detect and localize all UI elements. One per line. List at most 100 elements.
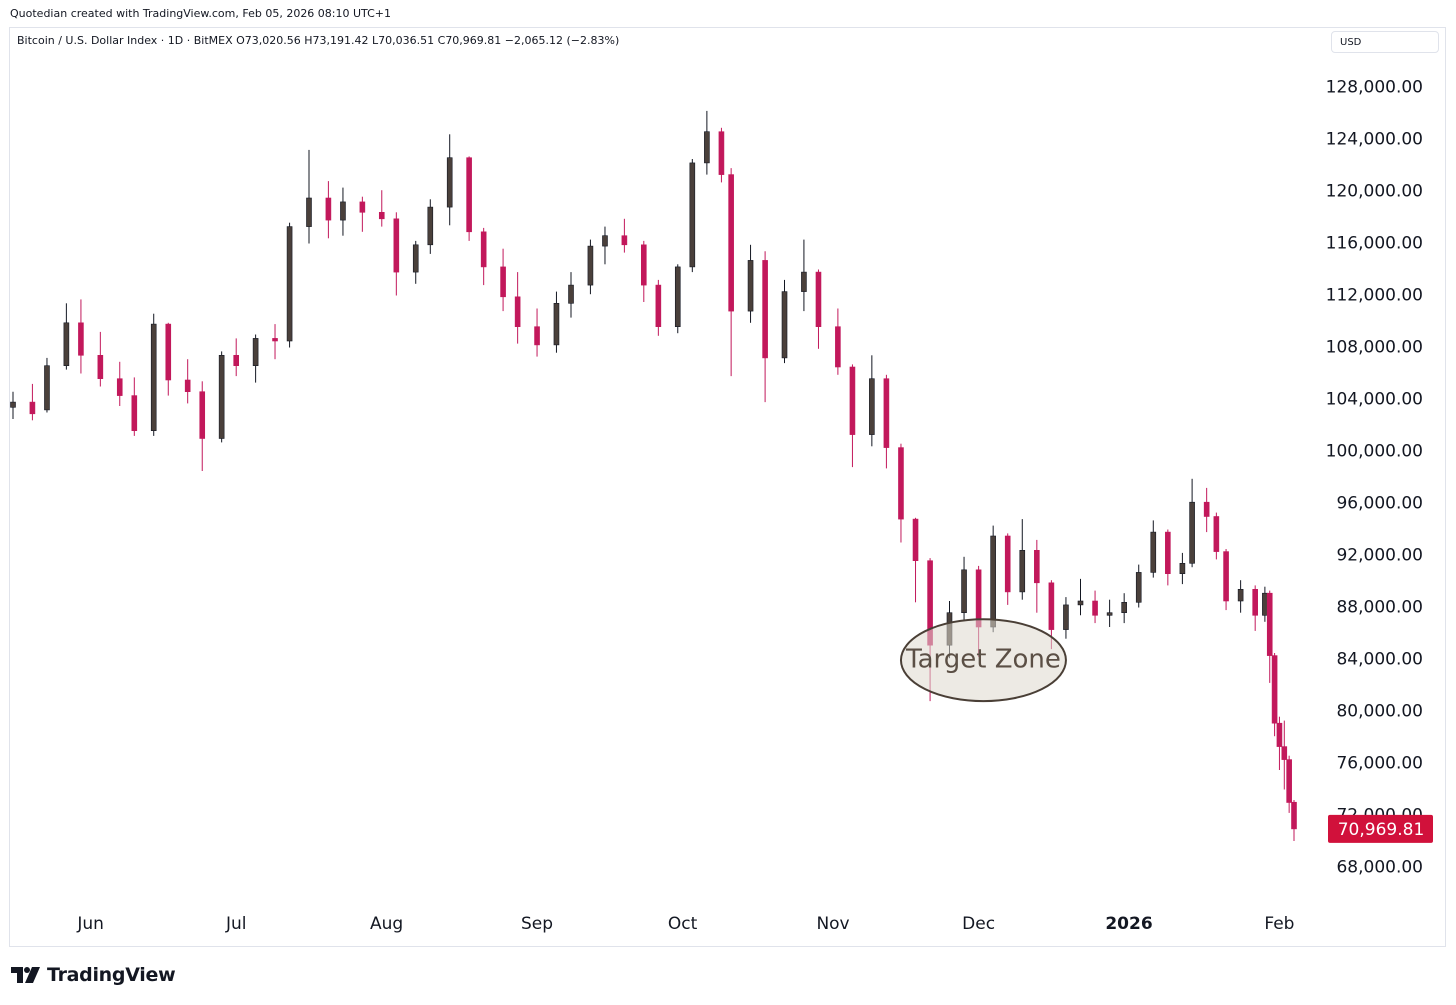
- candle-body: [218, 354, 225, 439]
- candle-body: [1189, 501, 1195, 564]
- candle-body: [233, 354, 240, 366]
- candle-body: [427, 206, 434, 246]
- last-price-label: 70,969.81: [1338, 820, 1425, 840]
- y-tick-label: 76,000.00: [1336, 754, 1423, 774]
- symbol-legend[interactable]: Bitcoin / U.S. Dollar Index · 1D · BitME…: [17, 34, 620, 47]
- candle-body: [1223, 551, 1229, 602]
- candle-body: [640, 244, 647, 286]
- chart-frame: [9, 27, 1446, 947]
- candle-body: [801, 271, 807, 292]
- candle-body: [1179, 562, 1186, 574]
- candle-body: [587, 245, 594, 286]
- y-tick-label: 80,000.00: [1336, 702, 1423, 722]
- y-tick-label: 92,000.00: [1336, 546, 1423, 566]
- candle-body: [325, 197, 332, 221]
- tradingview-wordmark: TradingView: [47, 964, 176, 986]
- y-tick-label: 116,000.00: [1326, 234, 1423, 254]
- candle-body: [286, 226, 293, 342]
- candle-body: [961, 569, 967, 613]
- candle-body: [1135, 572, 1142, 603]
- candle-body: [1004, 535, 1011, 593]
- candle-body: [44, 365, 50, 411]
- candle-body: [1286, 759, 1292, 803]
- candle-body: [534, 326, 540, 346]
- candle-body: [674, 266, 681, 327]
- candle-body: [718, 131, 725, 175]
- candle-body: [446, 157, 453, 208]
- y-tick-label: 128,000.00: [1326, 78, 1423, 98]
- candle-body: [602, 235, 608, 247]
- x-tick-label: Feb: [1264, 914, 1294, 934]
- candle-body: [272, 338, 278, 342]
- candle-body: [10, 401, 16, 408]
- candle-body: [849, 366, 856, 435]
- candle-body: [378, 212, 385, 220]
- candle-body: [1203, 501, 1210, 517]
- last-price-marker: [1328, 814, 1433, 843]
- candle-body: [728, 174, 734, 312]
- y-axis: 68,000.0072,000.0076,000.0080,000.0084,0…: [1326, 78, 1423, 878]
- target-zone-ellipse[interactable]: [899, 618, 1067, 703]
- candle-body: [1281, 746, 1288, 760]
- candle-body: [1150, 531, 1157, 573]
- x-tick-label: Sep: [521, 914, 553, 934]
- x-tick-label: Jul: [225, 914, 247, 934]
- candle-body: [412, 244, 419, 273]
- x-tick-label: Dec: [962, 914, 995, 934]
- candle-body: [1266, 592, 1273, 656]
- candle-body: [621, 235, 628, 246]
- candle-body: [1034, 549, 1040, 584]
- candle-body: [359, 201, 366, 213]
- x-tick-label: Aug: [370, 914, 403, 934]
- target-zone-label: Target Zone: [905, 645, 1061, 675]
- candles-group: [10, 110, 1297, 842]
- candle-body: [553, 302, 560, 346]
- y-tick-label: 120,000.00: [1326, 182, 1423, 202]
- candle-body: [1213, 516, 1220, 552]
- candle-body: [466, 157, 472, 233]
- candle-body: [131, 395, 138, 432]
- candle-body: [393, 218, 400, 273]
- y-tick-label: 68,000.00: [1336, 858, 1423, 878]
- candle-body: [1165, 531, 1171, 574]
- candle-body: [97, 354, 104, 379]
- candle-body: [116, 378, 123, 396]
- candle-body: [689, 162, 696, 268]
- y-tick-label: 108,000.00: [1326, 338, 1423, 358]
- candle-body: [1237, 588, 1244, 602]
- y-tick-label: 96,000.00: [1336, 494, 1423, 514]
- candle-body: [150, 323, 157, 432]
- candle-body: [1121, 601, 1127, 613]
- candle-body: [815, 271, 822, 328]
- tradingview-logo[interactable]: TradingView: [11, 962, 176, 988]
- annotation-group: Target Zone: [899, 618, 1067, 703]
- candle-body: [762, 260, 768, 359]
- currency-button[interactable]: USD: [1331, 31, 1439, 53]
- candle-body: [781, 291, 788, 359]
- y-tick-label: 100,000.00: [1326, 442, 1423, 462]
- chart-credit: Quotedian created with TradingView.com, …: [10, 7, 392, 20]
- candle-body: [480, 231, 487, 268]
- candle-body: [514, 296, 521, 327]
- candle-body: [306, 197, 312, 227]
- candle-body: [990, 535, 996, 628]
- candle-body: [835, 326, 841, 368]
- x-tick-label: 2026: [1105, 914, 1152, 934]
- candle-body: [340, 201, 346, 221]
- candle-body: [184, 379, 191, 392]
- y-tick-label: 88,000.00: [1336, 598, 1423, 618]
- x-tick-label: Jun: [76, 914, 104, 934]
- candle-body: [63, 322, 70, 366]
- tradingview-logo-icon: [11, 967, 40, 983]
- y-tick-label: 112,000.00: [1326, 286, 1423, 306]
- candle-body: [1252, 588, 1258, 616]
- candle-body: [883, 378, 890, 448]
- x-tick-label: Nov: [816, 914, 849, 934]
- candle-body: [1291, 801, 1297, 830]
- candle-body: [500, 266, 506, 298]
- candle-body: [1019, 549, 1026, 593]
- x-tick-label: Oct: [668, 914, 698, 934]
- candle-body: [704, 131, 710, 164]
- candle-body: [912, 518, 919, 561]
